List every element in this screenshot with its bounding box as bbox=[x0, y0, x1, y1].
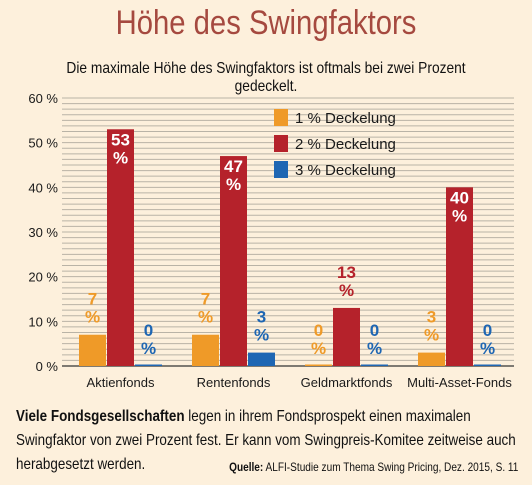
data-label: 0 bbox=[370, 321, 379, 340]
caption-line1-rest: legen in ihrem Fondsprospekt einen maxim… bbox=[184, 408, 471, 425]
chart-title: Höhe des Swingfaktors bbox=[115, 4, 417, 42]
bar bbox=[361, 364, 388, 366]
x-tick-label: Multi-Asset-Fonds bbox=[407, 375, 512, 390]
data-label-percent: % bbox=[480, 339, 495, 358]
data-label-percent: % bbox=[311, 339, 326, 358]
bar bbox=[248, 352, 275, 366]
bar bbox=[305, 364, 332, 366]
bar bbox=[79, 334, 106, 366]
legend-label: 2 % Deckelung bbox=[295, 136, 396, 153]
data-label: 0 bbox=[483, 321, 492, 340]
bar bbox=[107, 129, 134, 366]
data-label: 40 bbox=[450, 188, 469, 207]
y-tick-label: 50 % bbox=[28, 136, 58, 151]
data-label-percent: % bbox=[424, 326, 439, 345]
data-label: 3 bbox=[257, 308, 266, 327]
caption-line-1: Viele Fondsgesellschaften legen in ihrem… bbox=[16, 405, 471, 429]
bar bbox=[192, 334, 219, 366]
legend-swatch bbox=[274, 161, 288, 178]
data-label: 47 bbox=[224, 157, 243, 176]
legend-label: 3 % Deckelung bbox=[295, 162, 396, 179]
y-tick-label: 0 % bbox=[36, 359, 59, 374]
legend-swatch bbox=[274, 109, 288, 126]
y-tick-label: 10 % bbox=[28, 314, 58, 329]
source-note: Quelle: ALFI-Studie zum Thema Swing Pric… bbox=[229, 460, 518, 474]
data-label: 7 bbox=[88, 290, 97, 309]
data-label-percent: % bbox=[367, 339, 382, 358]
data-label: 53 bbox=[111, 130, 130, 149]
y-tick-label: 40 % bbox=[28, 180, 58, 195]
data-label-percent: % bbox=[254, 326, 269, 345]
bar-chart: 0 %10 %20 %30 %40 %50 %60 %7%53%0%Aktien… bbox=[28, 91, 514, 390]
legend-label: 1 % Deckelung bbox=[295, 110, 396, 127]
bar bbox=[446, 187, 473, 366]
y-tick-label: 20 % bbox=[28, 270, 58, 285]
data-label-percent: % bbox=[339, 281, 354, 300]
y-tick-label: 60 % bbox=[28, 91, 58, 106]
source-label: Quelle: bbox=[228, 460, 263, 474]
caption-line-2: Swingfaktor von zwei Prozent fest. Er ka… bbox=[16, 432, 516, 449]
data-label-percent: % bbox=[226, 175, 241, 194]
x-tick-label: Geldmarktfonds bbox=[301, 375, 393, 390]
data-label: 13 bbox=[337, 263, 356, 282]
data-label-percent: % bbox=[113, 148, 128, 167]
data-label: 0 bbox=[314, 321, 323, 340]
legend-swatch bbox=[274, 135, 288, 152]
data-label-percent: % bbox=[85, 308, 100, 327]
x-tick-label: Aktienfonds bbox=[87, 375, 155, 390]
data-label: 0 bbox=[144, 321, 153, 340]
caption: Viele Fondsgesellschaften legen in ihrem… bbox=[16, 405, 521, 477]
bar bbox=[474, 364, 501, 366]
data-label-percent: % bbox=[141, 339, 156, 358]
data-label: 7 bbox=[201, 290, 210, 309]
data-label: 3 bbox=[427, 308, 436, 327]
data-label-percent: % bbox=[198, 308, 213, 327]
x-tick-label: Rentenfonds bbox=[197, 375, 271, 390]
source-text: ALFI-Studie zum Thema Swing Pricing, Dez… bbox=[262, 460, 518, 474]
chart-subtitle: Die maximale Höhe des Swingfaktors ist o… bbox=[66, 60, 466, 95]
bar bbox=[220, 156, 247, 366]
caption-lead: Viele Fondsgesellschaften bbox=[16, 408, 185, 425]
y-tick-label: 30 % bbox=[28, 225, 58, 240]
bar bbox=[418, 352, 445, 366]
bar bbox=[135, 364, 162, 366]
data-label-percent: % bbox=[452, 206, 467, 225]
bar bbox=[333, 307, 360, 366]
caption-line-3: herabgesetzt werden. bbox=[16, 456, 146, 473]
